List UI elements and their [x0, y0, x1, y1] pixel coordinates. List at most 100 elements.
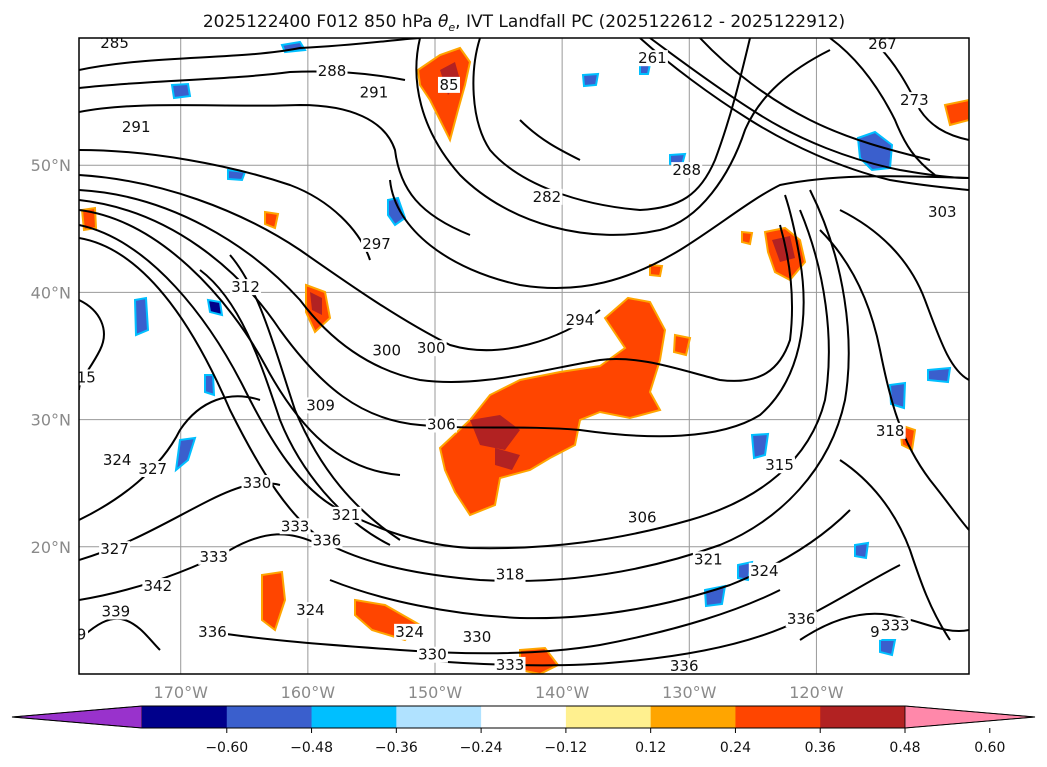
contour-line [79, 189, 793, 383]
colorbar-segment [311, 706, 397, 728]
contour-label: 273 [900, 91, 929, 109]
contour-label: 333 [199, 548, 228, 566]
negative-region [387, 196, 407, 227]
contour-line [79, 38, 421, 71]
contour-line [79, 174, 601, 352]
contour-label: 324 [103, 451, 132, 469]
positive-region-small [80, 206, 98, 232]
contour-label-bg [99, 38, 131, 51]
contour-line [79, 617, 161, 651]
negative-region [581, 72, 600, 88]
contour-label: 336 [670, 657, 699, 675]
negative-region [170, 82, 192, 100]
contour-label-bg [120, 118, 152, 135]
contour-label-bg [198, 548, 230, 565]
positive-region-core [310, 292, 322, 315]
contour-label-bg [294, 602, 326, 619]
contour-label-bg [316, 62, 348, 79]
contour-label-bg [79, 369, 98, 386]
contour-line [799, 612, 969, 641]
contour-label-bg [311, 532, 343, 549]
contour-label: 327 [138, 460, 167, 478]
contour-label: 333 [881, 616, 910, 634]
contour-line [839, 459, 951, 641]
colorbar-outline [11, 705, 1036, 729]
longitude-label: 170°W [154, 683, 209, 702]
colorbar-tick-label: −0.48 [290, 740, 333, 756]
contour-label-bg [330, 506, 362, 523]
contour-label: 324 [395, 623, 424, 641]
contour-label-bg [101, 452, 133, 469]
contour-label-bg [494, 656, 526, 673]
contour-label-bg [416, 646, 448, 663]
contour-label-bg [868, 623, 882, 640]
contour-line [415, 38, 831, 236]
colorbar-segment [142, 706, 228, 728]
contour-line [79, 209, 830, 550]
positive-anomaly-regions [80, 46, 969, 674]
contour-label-bg [926, 204, 958, 221]
contour-label: 294 [566, 311, 595, 329]
contour-label: 261 [638, 49, 667, 67]
figure-title: 2025122400 F012 850 hPa θe, IVT Landfall… [203, 12, 845, 34]
positive-region-small [649, 263, 664, 278]
contour-label: 306 [427, 416, 456, 434]
colorbar: −0.60 −0.48 −0.36 −0.24 −0.12 0.12 0.24 0.36 0.4… [11, 705, 1036, 756]
negative-region [879, 639, 897, 657]
contour-label: 315 [765, 456, 794, 474]
negative-region [204, 374, 216, 397]
contour-label: 312 [231, 278, 260, 296]
contour-label: 300 [372, 342, 401, 360]
colorbar-extend-max [904, 705, 1036, 729]
contour-line [79, 209, 401, 476]
contour-label: 330 [418, 646, 447, 664]
contour-labels: 285 288 291 291 85 261 267 273 288 282 297 303 312 29… [77, 38, 958, 675]
contour-label: 327 [100, 540, 129, 558]
contour-label: 333 [496, 656, 525, 674]
contour-label-bg [279, 518, 311, 535]
positive-region-core [470, 415, 520, 450]
contour-line [79, 189, 850, 582]
contour-label: 342 [144, 577, 173, 595]
contour-label: 297 [362, 235, 391, 253]
map-area: 285 288 291 291 85 261 267 273 288 282 297 303 312 29… [77, 37, 970, 675]
contour-label: 306 [628, 508, 657, 526]
contour-label: 291 [122, 118, 151, 136]
negative-region [174, 436, 197, 473]
contour-label-bg [494, 566, 526, 583]
contour-label-bg [142, 578, 174, 595]
positive-region-small [672, 333, 692, 357]
contour-label: 336 [787, 610, 816, 628]
colorbar-tick-label: 0.48 [889, 740, 920, 756]
longitude-label: 150°W [408, 683, 463, 702]
contour-label: 318 [876, 422, 905, 440]
contour-label: 300 [417, 339, 446, 357]
contour-line [839, 209, 969, 381]
contour-line [79, 70, 406, 89]
latitude-labels: 50°N 40°N 30°N 20°N [31, 156, 71, 557]
positive-region-core [495, 448, 520, 470]
contour-label: 9 [77, 625, 87, 643]
colorbar-tick-label: 0.12 [635, 740, 666, 756]
contour-label-bg [636, 50, 668, 67]
positive-region-core [772, 236, 795, 262]
contour-line [329, 509, 851, 620]
negative-region [133, 296, 150, 337]
positive-region-east-coast [943, 98, 969, 127]
contour-label-bg [394, 623, 426, 640]
colorbar-segment [226, 706, 313, 728]
contour-line [79, 149, 371, 261]
negative-region [750, 432, 770, 460]
colorbar-segment [650, 706, 736, 728]
colorbar-tick-label: −0.12 [544, 740, 587, 756]
negative-region [854, 541, 870, 560]
contour-label-bg [764, 457, 796, 474]
longitude-labels: 170°W 160°W 150°W 140°W 130°W 120°W [154, 683, 844, 702]
contour-label-bg [898, 92, 930, 109]
latitude-label: 50°N [31, 156, 71, 175]
colorbar-segment [820, 706, 906, 728]
positive-region-south-hawaii [261, 570, 287, 632]
contour-label: 336 [313, 531, 342, 549]
positive-region-small [741, 230, 754, 246]
